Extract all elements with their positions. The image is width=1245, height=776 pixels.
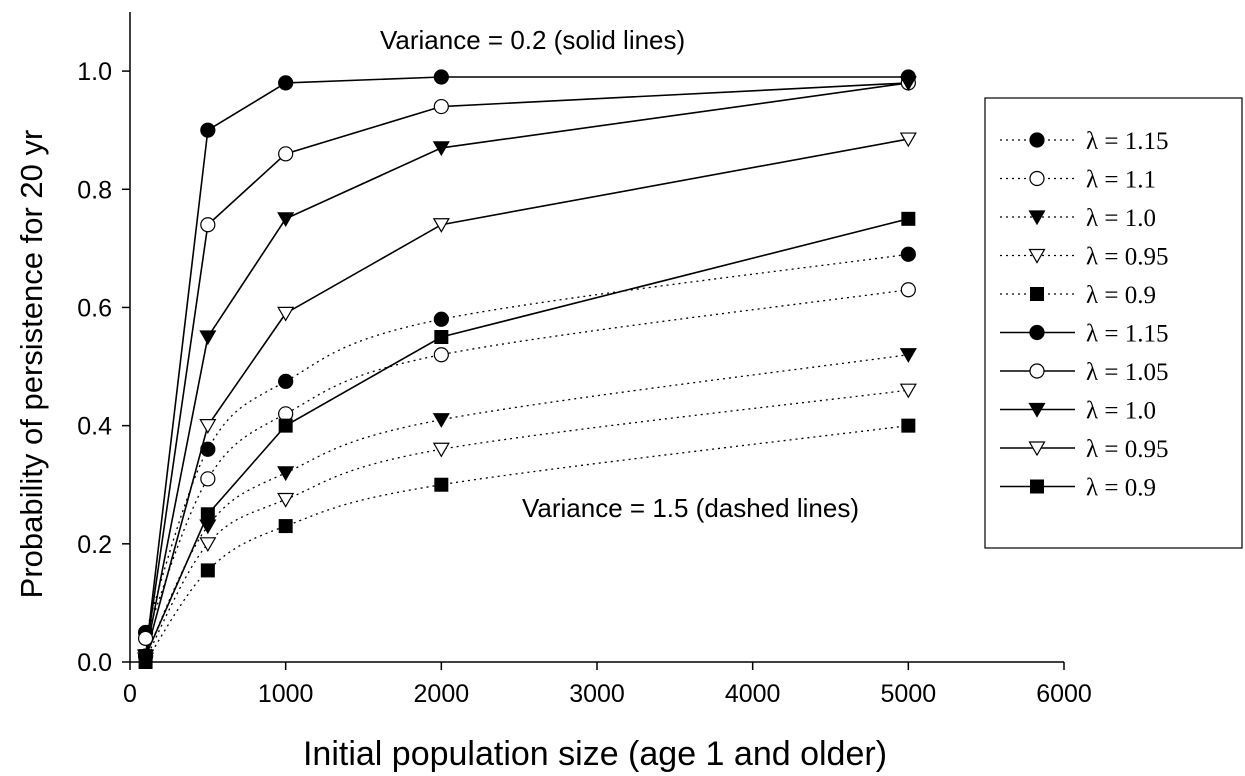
series-4-marker [901, 418, 916, 433]
annotation-solid: Variance = 0.2 (solid lines) [380, 25, 685, 55]
series-9-marker [434, 330, 449, 344]
x-tick-label: 2000 [414, 680, 470, 708]
series-2-marker [277, 466, 295, 482]
series-4-marker [200, 563, 215, 578]
series-9-marker [138, 649, 153, 664]
series-6-line [144, 82, 909, 657]
series-lines [144, 76, 909, 663]
series-0-marker [200, 441, 216, 457]
x-tick-label: 5000 [881, 680, 937, 708]
series-1-marker [900, 282, 916, 298]
series-1-marker [433, 347, 449, 363]
legend-marker [1030, 479, 1044, 494]
legend-marker [1028, 402, 1046, 418]
series-4-line [145, 424, 909, 663]
series-7-marker [277, 212, 295, 228]
y-tick-label: 0.6 [77, 294, 112, 322]
series-8-marker [277, 306, 295, 322]
series-3-marker [277, 492, 295, 508]
series-2-marker [899, 348, 917, 363]
legend-label: λ = 1.0 [1086, 398, 1156, 425]
series-8-marker [899, 132, 917, 148]
series-7-marker [432, 141, 450, 157]
series-3-marker [432, 442, 450, 458]
series-6-marker [278, 146, 294, 162]
legend-label: λ = 1.0 [1086, 205, 1156, 232]
x-tick-label: 1000 [258, 680, 314, 708]
series-3-line [144, 389, 909, 660]
x-tick-label: 4000 [725, 680, 781, 708]
x-axis-label: Initial population size (age 1 and older… [303, 735, 887, 773]
series-2-marker [432, 413, 450, 428]
y-tick-label: 0.8 [77, 176, 112, 204]
series-8-marker [199, 419, 217, 434]
legend-marker [1028, 210, 1046, 226]
axes: 0 1000 2000 3000 4000 5000 6000 0.0 0.2 0.4 0.6 0.8… [77, 12, 1092, 708]
series-5-marker [278, 75, 294, 91]
series-8-line [144, 138, 909, 657]
y-tick-label: 0.4 [77, 413, 112, 441]
y-axis-label: Probability of persistence for 20 yr [14, 130, 49, 599]
series-3-marker [899, 383, 917, 399]
legend-label: λ = 0.9 [1086, 282, 1156, 309]
legend-label: λ = 0.95 [1086, 244, 1168, 271]
series-1-marker [137, 630, 154, 646]
series-1-marker [200, 471, 216, 487]
legend: λ = 1.15 λ = 1.1 λ = 1.0 λ = 0.95 λ = 0.9 λ =… [984, 97, 1243, 549]
series-4-marker [278, 519, 293, 534]
x-tick-label: 6000 [1036, 680, 1092, 708]
legend-label: λ = 1.1 [1086, 167, 1156, 194]
series-7-marker [199, 330, 217, 346]
series-4-marker [434, 477, 449, 492]
legend-marker [1028, 441, 1046, 457]
legend-label: λ = 1.05 [1086, 359, 1168, 386]
series-5-marker [433, 69, 449, 85]
series-6-marker [433, 98, 449, 115]
legend-label: λ = 1.15 [1086, 321, 1168, 348]
series-0-marker [278, 373, 294, 389]
legend-box [984, 97, 1243, 549]
legend-marker [1029, 132, 1045, 148]
series-7-marker [899, 76, 917, 92]
legend-marker [1030, 287, 1044, 301]
legend-label: λ = 1.15 [1086, 128, 1168, 155]
series-9-marker [200, 507, 215, 522]
series-0-line [144, 253, 909, 633]
y-tick-label: 0.0 [77, 649, 112, 677]
series-0-marker [900, 246, 916, 262]
series-5-line [144, 76, 909, 657]
series-markers [137, 69, 917, 669]
y-tick-label: 1.0 [77, 58, 112, 86]
annotation-dashed: Variance = 1.5 (dashed lines) [522, 493, 859, 523]
legend-marker [1029, 170, 1045, 187]
series-9-marker [901, 211, 916, 226]
series-6-marker [200, 217, 216, 233]
series-8-marker [432, 218, 450, 233]
series-3-marker [199, 537, 217, 553]
series-7-line [144, 82, 909, 657]
y-tick-label: 0.2 [77, 531, 112, 559]
x-tick-label: 0 [123, 680, 137, 708]
series-9-line [144, 218, 909, 657]
x-tick-label: 3000 [569, 680, 625, 708]
legend-marker [1029, 363, 1045, 379]
series-9-marker [278, 418, 293, 433]
legend-label: λ = 0.95 [1086, 436, 1168, 463]
series-1-line [144, 289, 909, 639]
legend-label: λ = 0.9 [1086, 475, 1156, 502]
series-5-marker [200, 122, 216, 138]
legend-marker [1029, 324, 1045, 341]
series-0-marker [433, 311, 449, 327]
legend-marker [1028, 248, 1046, 264]
